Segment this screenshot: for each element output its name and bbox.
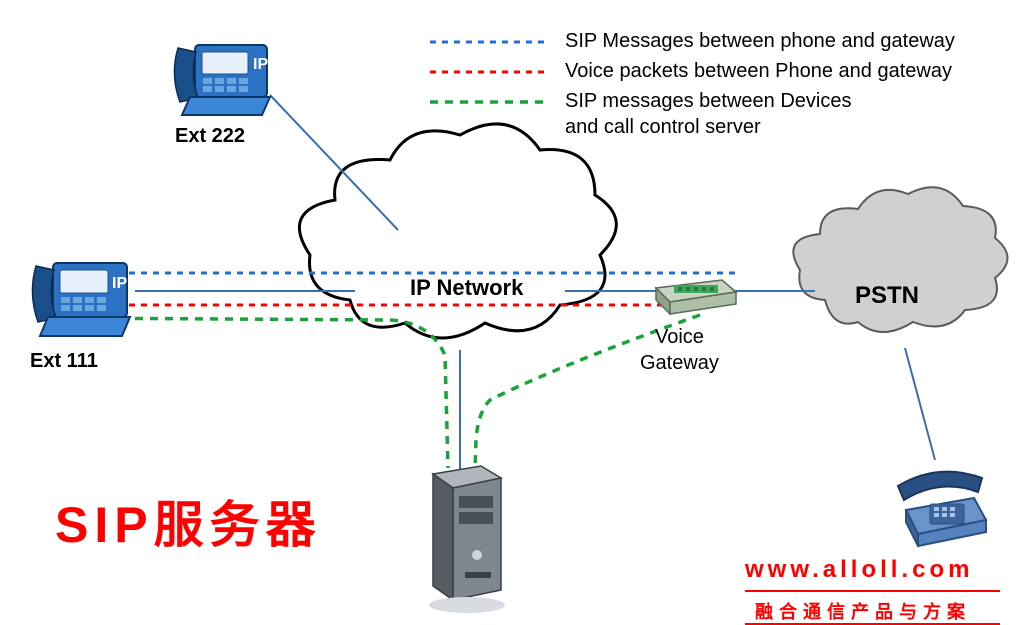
brand-sub: 融合通信产品与方案 — [755, 598, 971, 624]
diagram-stage: IP Network PSTN SIP Messages between pho… — [0, 0, 1032, 625]
solid-links — [135, 95, 935, 475]
brand-url: www.alloll.com — [745, 556, 973, 584]
gateway-label-1: Voice — [655, 326, 704, 349]
ext-222-label: Ext 222 — [175, 125, 245, 148]
pstn-phone-icon — [890, 458, 990, 563]
legend-text-red: Voice packets between Phone and gateway — [565, 60, 952, 83]
ip-phone-111-icon: IP — [28, 248, 140, 351]
ext-111-label: Ext 111 — [30, 350, 98, 373]
svg-text:IP: IP — [112, 275, 127, 292]
svg-text:IP: IP — [253, 56, 268, 73]
sip-title: SIP服务器 — [55, 485, 322, 557]
legend-text-blue: SIP Messages between phone and gateway — [565, 30, 955, 53]
pstn-cloud — [793, 187, 1007, 332]
pstn-label: PSTN — [855, 282, 919, 309]
sip-server-icon — [415, 460, 515, 620]
brand-line-1 — [745, 590, 1000, 592]
legend-text-green-1: SIP messages between Devices — [565, 90, 851, 113]
legend-text-green-2: and call control server — [565, 116, 761, 139]
ip-network-label: IP Network — [410, 275, 524, 300]
ip-phone-222-icon: IP — [170, 30, 280, 130]
voice-gateway-icon — [650, 270, 740, 325]
ip-network-cloud — [299, 124, 616, 338]
gateway-label-2: Gateway — [640, 352, 719, 375]
